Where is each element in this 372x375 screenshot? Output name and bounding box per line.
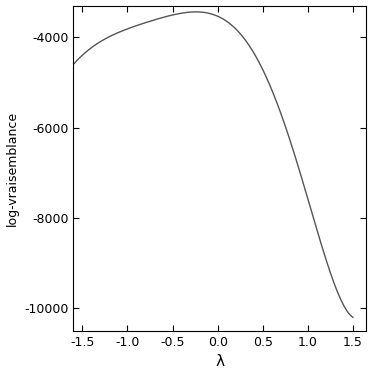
X-axis label: λ: λ	[215, 354, 224, 369]
Y-axis label: log-vraisemblance: log-vraisemblance	[6, 111, 19, 226]
